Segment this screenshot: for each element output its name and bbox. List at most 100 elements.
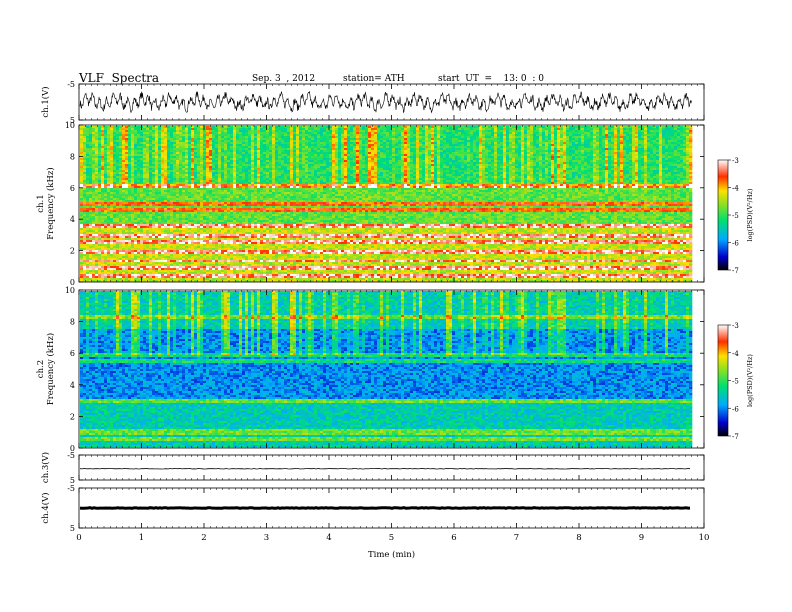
spectrogram-cell (101, 134, 104, 136)
spectrogram-cell (191, 156, 194, 158)
spectrogram-cell (170, 184, 173, 186)
spectrogram-cell (182, 262, 185, 264)
spectrogram-cell (107, 168, 110, 170)
spectrogram-cell (83, 138, 86, 140)
spectrogram-cell (164, 174, 167, 176)
spectrogram-cell (233, 212, 236, 214)
spectrogram-cell (179, 172, 182, 174)
spectrogram-cell (218, 154, 221, 156)
spectrogram-cell (164, 270, 167, 272)
spectrogram-cell (212, 202, 215, 204)
spectrogram-cell (179, 148, 182, 150)
spectrogram-cell (245, 148, 248, 150)
spectrogram-cell (179, 222, 182, 224)
spectrogram-cell (146, 234, 149, 236)
spectrogram-cell (110, 202, 113, 204)
spectrogram-cell (128, 240, 131, 242)
spectrogram-cell (191, 178, 194, 180)
spectrogram-cell (131, 220, 134, 222)
spectrogram-cell (80, 214, 83, 216)
spectrogram-cell (128, 176, 131, 178)
spectrogram-cell (107, 132, 110, 134)
spectrogram-cell (95, 166, 98, 168)
spectrogram-cell (227, 146, 230, 148)
spectrogram-cell (197, 146, 200, 148)
spectrogram-cell (119, 194, 122, 196)
spectrogram-cell (170, 176, 173, 178)
spectrogram-cell (89, 252, 92, 254)
spectrogram-cell (122, 270, 125, 272)
spectrogram-cell (197, 244, 200, 246)
spectrogram-cell (131, 188, 134, 190)
spectrogram-cell (116, 216, 119, 218)
spectrogram-cell (98, 152, 101, 154)
spectrogram-cell (203, 126, 206, 128)
spectrogram-cell (197, 172, 200, 174)
spectrogram-cell (104, 272, 107, 274)
spectrogram-cell (146, 274, 149, 276)
spectrogram-cell (215, 142, 218, 144)
spectrogram-cell (218, 156, 221, 158)
spectrogram-cell (107, 236, 110, 238)
spectrogram-cell (95, 228, 98, 230)
spectrogram-cell (242, 180, 245, 182)
spectrogram-cell (113, 202, 116, 204)
spectrogram-cell (83, 266, 86, 268)
spectrogram-cell (218, 128, 221, 130)
spectrogram-cell (155, 188, 158, 190)
spectrogram-cell (92, 186, 95, 188)
spectrogram-cell (194, 164, 197, 166)
spectrogram-cell (236, 142, 239, 144)
spectrogram-cell (143, 234, 146, 236)
spectrogram-cell (206, 186, 209, 188)
spectrogram-cell (224, 202, 227, 204)
spectrogram-cell (200, 160, 203, 162)
spectrogram-cell (140, 238, 143, 240)
spectrogram-cell (122, 256, 125, 258)
spectrogram-cell (227, 266, 230, 268)
spectrogram-cell (188, 224, 191, 226)
spectrogram-cell (83, 144, 86, 146)
spectrogram-cell (158, 260, 161, 262)
spectrogram-cell (161, 210, 164, 212)
spectrogram-cell (203, 150, 206, 152)
spectrogram-cell (203, 258, 206, 260)
spectrogram-cell (89, 202, 92, 204)
spectrogram-cell (95, 262, 98, 264)
spectrogram-cell (89, 194, 92, 196)
spectrogram-cell (89, 150, 92, 152)
spectrogram-cell (200, 172, 203, 174)
spectrogram-cell (128, 194, 131, 196)
spectrogram-cell (107, 240, 110, 242)
spectrogram-cell (203, 178, 206, 180)
spectrogram-cell (221, 180, 224, 182)
spectrogram-cell (182, 204, 185, 206)
spectrogram-cell (110, 224, 113, 226)
spectrogram-cell (128, 232, 131, 234)
spectrogram-cell (248, 260, 251, 262)
spectrogram-cell (158, 254, 161, 256)
spectrogram-cell (230, 216, 233, 218)
spectrogram-cell (179, 248, 182, 250)
spectrogram-cell (242, 236, 245, 238)
spectrogram-cell (158, 154, 161, 156)
spectrogram-cell (131, 176, 134, 178)
spectrogram-cell (116, 204, 119, 206)
spectrogram-cell (92, 270, 95, 272)
spectrogram-cell (227, 274, 230, 276)
spectrogram-cell (107, 248, 110, 250)
spectrogram-cell (119, 238, 122, 240)
spectrogram-cell (200, 130, 203, 132)
spectrogram-cell (164, 200, 167, 202)
spectrogram-cell (170, 260, 173, 262)
spectrogram-cell (197, 248, 200, 250)
spectrogram-cell (137, 276, 140, 278)
spectrogram-cell (131, 156, 134, 158)
spectrogram-cell (176, 230, 179, 232)
spectrogram-cell (215, 134, 218, 136)
spectrogram-cell (137, 260, 140, 262)
spectrogram-cell (251, 176, 254, 178)
spectrogram-cell (218, 222, 221, 224)
spectrogram-cell (161, 154, 164, 156)
spectrogram-cell (221, 234, 224, 236)
